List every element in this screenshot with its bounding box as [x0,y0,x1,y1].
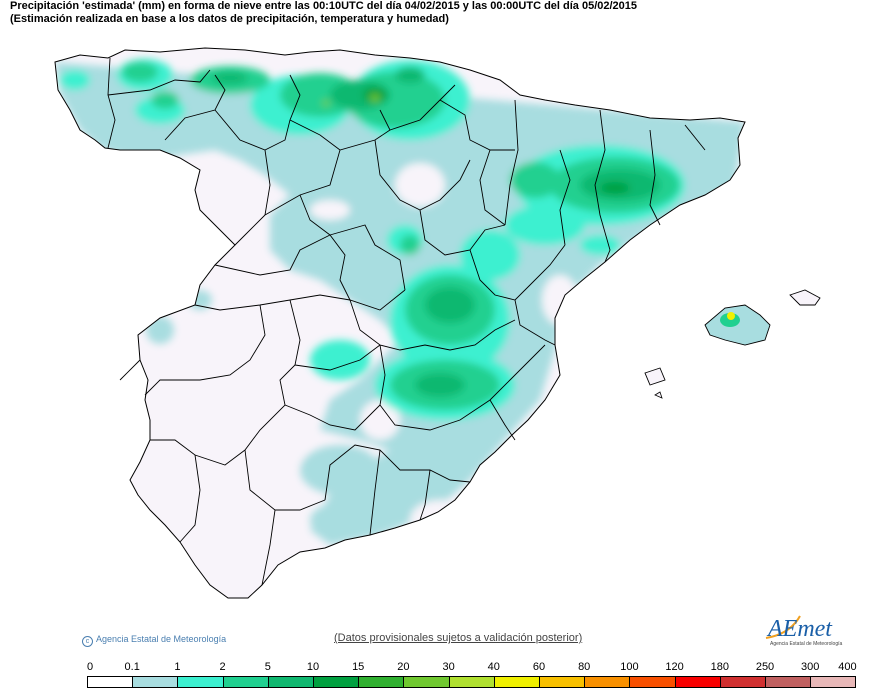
legend-tick-label: 80 [578,661,591,673]
legend-tick-label: 5 [264,661,271,673]
legend-tick-label: 0.1 [124,661,140,673]
legend-tick-label: 10 [306,661,320,673]
balearic-islands [644,289,821,399]
copyright-icon: c [82,636,93,647]
copyright-notice: c Agencia Estatal de Meteorología [82,634,226,647]
legend-tick-label: 2 [219,661,226,673]
legend-tick-label: 250 [755,661,775,673]
legend-swatch [674,676,721,688]
legend-tick-label: 1 [174,661,181,673]
legend-tick-label: 40 [487,661,500,673]
legend-tick-label: 180 [710,661,729,673]
legend-swatch [132,676,179,688]
precipitation-layer [55,59,745,545]
legend-swatch [267,676,314,688]
aemet-logo-subtext: Agencia Estatal de Meteorología [770,641,843,647]
legend-tick-label: 300 [801,661,820,673]
legend-swatch [539,676,586,688]
map-title: Precipitación 'estimada' (mm) en forma d… [10,0,638,12]
spain-snow-map [54,47,821,599]
aemet-logo-text: AEmet [766,616,833,642]
legend-tick-label: 30 [442,661,455,673]
legend-tick-label: 15 [352,661,365,673]
legend-swatch [493,676,540,688]
legend-swatch [629,676,676,688]
legend-swatch [358,676,405,688]
province-borders [107,57,706,586]
legend-ticks: 0 0.1 1 2 5 10 15 20 30 40 60 80 100 120 180 250 300 400 [0,661,870,675]
legend-swatch [765,676,812,688]
legend-tick-label: 60 [532,661,546,673]
legend-swatch [87,676,134,688]
legend-swatch [810,676,857,688]
legend-tick-label: 100 [620,661,639,673]
map-subtitle: (Estimación realizada en base a los dato… [10,13,449,25]
legend-tick-label: 20 [397,661,410,673]
legend-swatch [222,676,269,688]
legend-swatch [177,676,224,688]
provisional-data-disclaimer: (Datos provisionales sujetos a validació… [334,632,583,644]
aemet-logo: AEmet [765,615,833,642]
legend-swatch [403,676,450,688]
legend-swatch [719,676,766,688]
copyright-label: Agencia Estatal de Meteorología [96,634,227,644]
legend-swatch [448,676,495,688]
legend-swatch [584,676,631,688]
legend-tick-label: 400 [838,661,857,673]
legend-tick-label: 0 [86,661,94,673]
legend-tick-label: 120 [665,661,684,673]
legend-swatch [313,676,360,688]
